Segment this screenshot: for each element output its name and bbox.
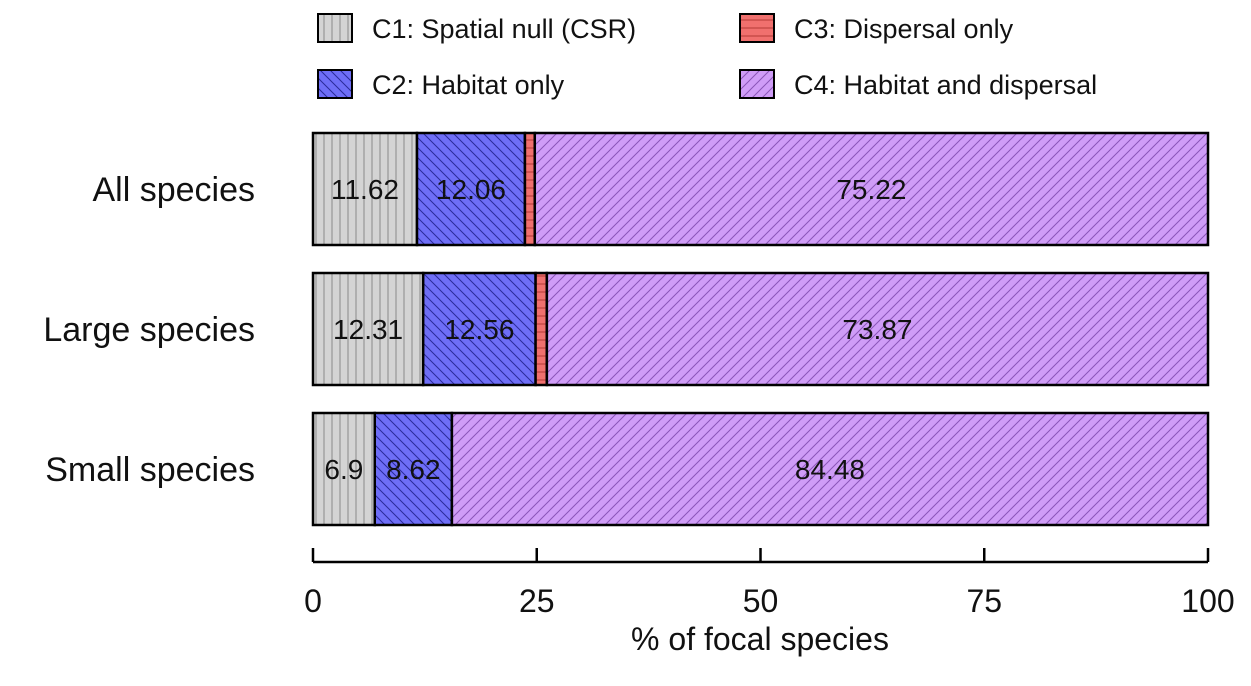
bar-large-species-c4-hatch xyxy=(545,271,1210,387)
value-label-all-species-c1: 11.62 xyxy=(331,174,399,205)
x-tick-label-0: 0 xyxy=(304,583,322,619)
bar-all-species-c3-hatch xyxy=(523,131,537,247)
value-label-all-species-c2: 12.06 xyxy=(436,174,506,205)
value-label-small-species-c4: 84.48 xyxy=(795,454,865,485)
x-axis: 0 25 50 75 100 xyxy=(304,548,1235,619)
value-label-small-species-c2: 8.62 xyxy=(386,454,441,485)
bar-all-species-c1-hatch xyxy=(311,131,419,247)
legend-label-c4: C4: Habitat and dispersal xyxy=(794,70,1097,100)
legend-swatch-pattern-c2 xyxy=(317,69,353,99)
legend-swatch-pattern-c4 xyxy=(739,69,775,99)
value-label-large-species-c2: 12.56 xyxy=(444,314,514,345)
x-axis-title: % of focal species xyxy=(631,621,889,657)
value-label-large-species-c4: 73.87 xyxy=(842,314,912,345)
bar-all-species-c2-hatch xyxy=(415,131,527,247)
bar-large-species-c3-hatch xyxy=(534,271,549,387)
x-tick-label-25: 25 xyxy=(519,583,555,619)
legend-label-c1: C1: Spatial null (CSR) xyxy=(372,14,636,44)
legend-label-c3: C3: Dispersal only xyxy=(794,14,1014,44)
bar-large-species-c2-hatch xyxy=(421,271,537,387)
x-tick-label-75: 75 xyxy=(966,583,1002,619)
category-label-small-species: Small species xyxy=(45,451,255,489)
legend: C1: Spatial null (CSR) C3: Dispersal only… xyxy=(317,13,1097,100)
category-label-all-species: All species xyxy=(92,171,255,209)
value-label-all-species-c4: 75.22 xyxy=(836,174,906,205)
x-tick-label-50: 50 xyxy=(743,583,779,619)
bar-small-species-c2-hatch xyxy=(373,411,454,527)
bar-small-species-c1-hatch xyxy=(311,411,377,527)
bar-small-species-c4-hatch xyxy=(450,411,1210,527)
value-label-small-species-c1: 6.9 xyxy=(324,454,363,485)
category-label-large-species: Large species xyxy=(43,311,255,349)
legend-swatch-pattern-c1 xyxy=(317,13,353,43)
x-tick-label-100: 100 xyxy=(1181,583,1234,619)
value-label-large-species-c1: 12.31 xyxy=(333,314,403,345)
legend-label-c2: C2: Habitat only xyxy=(372,70,565,100)
bar-all-species-c4-hatch xyxy=(533,131,1210,247)
legend-swatch-pattern-c3 xyxy=(739,13,775,43)
